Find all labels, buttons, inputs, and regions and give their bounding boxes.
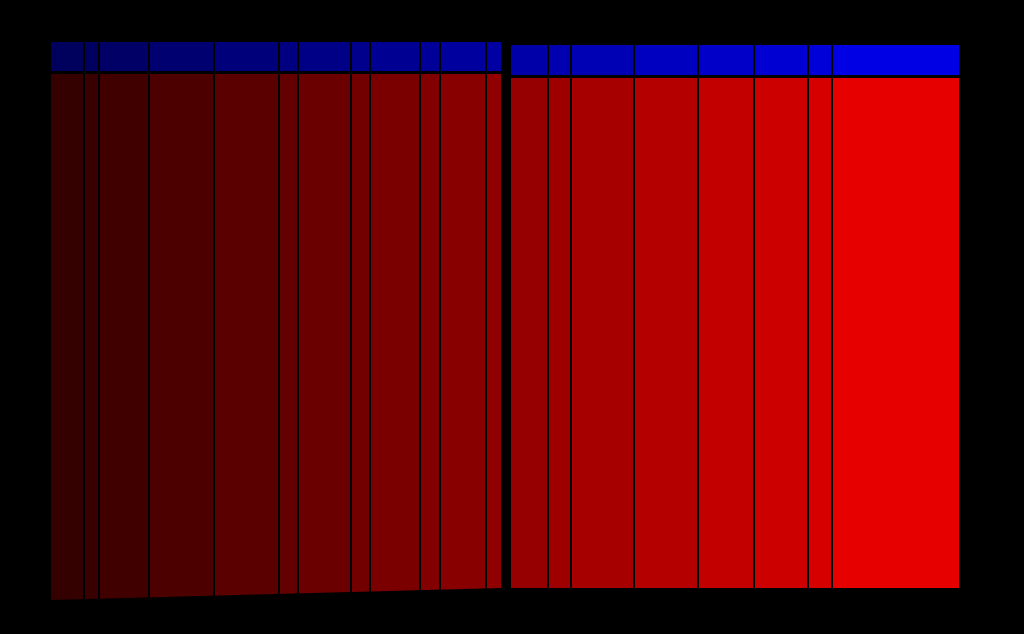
column-cap — [487, 42, 501, 71]
column-body — [280, 74, 297, 594]
column-cap — [441, 42, 485, 71]
column-body — [352, 74, 369, 593]
column-body — [549, 78, 570, 588]
column-cap — [421, 42, 439, 71]
column-cap — [549, 45, 570, 75]
column-body — [100, 74, 148, 599]
column-cap — [299, 42, 350, 71]
column-body — [511, 78, 547, 588]
column-cap — [100, 42, 148, 71]
column-body — [809, 78, 831, 588]
column-body — [572, 78, 633, 588]
column-cap — [833, 45, 959, 75]
column-body — [215, 74, 278, 596]
column-cap — [371, 42, 419, 71]
column-cap — [635, 45, 697, 75]
column-cap — [85, 42, 98, 71]
column-cap — [352, 42, 369, 71]
column-body — [150, 74, 213, 598]
column-cap — [150, 42, 213, 71]
column-body — [755, 78, 807, 588]
column-cap — [699, 45, 753, 75]
column-body — [299, 74, 350, 594]
column-body — [833, 78, 959, 588]
column-cap — [51, 42, 83, 71]
column-body — [441, 74, 485, 590]
column-body — [371, 74, 419, 592]
column-body — [51, 74, 83, 600]
column-body — [635, 78, 697, 588]
column-body — [487, 74, 501, 589]
column-cap — [572, 45, 633, 75]
column-body — [699, 78, 753, 588]
column-cap — [215, 42, 278, 71]
column-cap — [809, 45, 831, 75]
column-cap — [755, 45, 807, 75]
column-body — [421, 74, 439, 591]
column-cap — [511, 45, 547, 75]
column-body — [85, 74, 98, 600]
column-cap — [280, 42, 297, 71]
